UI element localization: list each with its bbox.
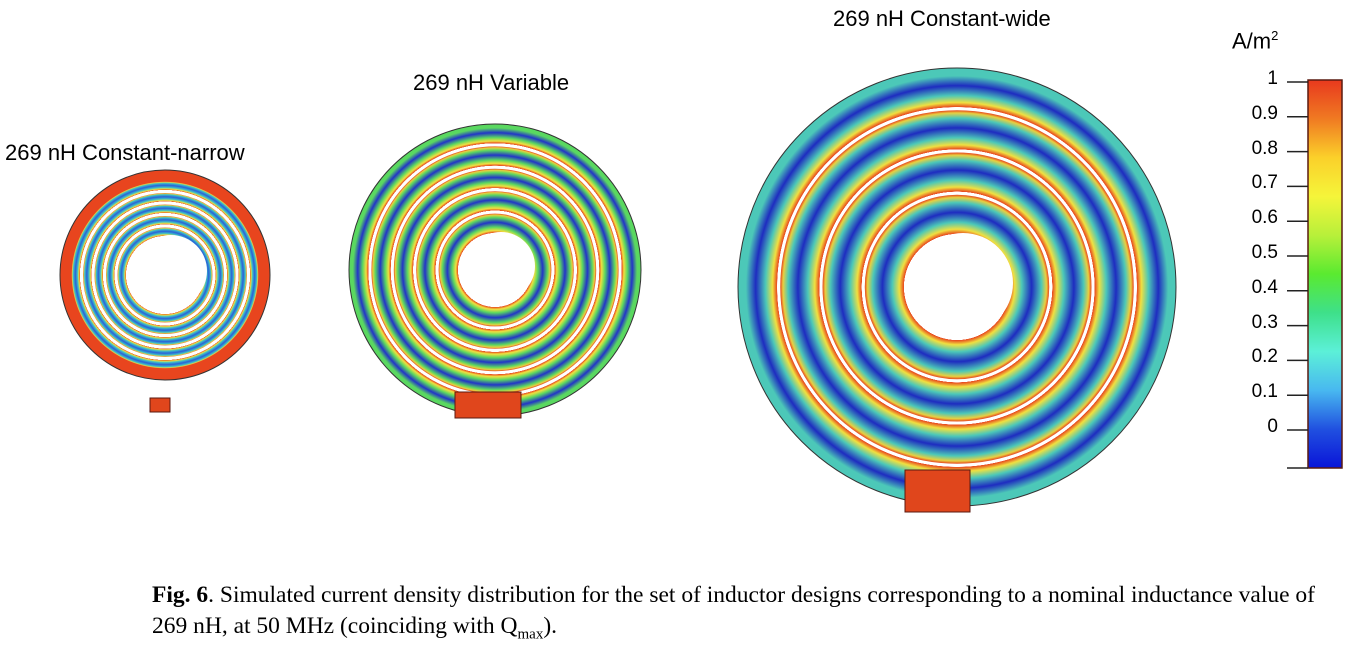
colorbar-tick-label: 0.4 (1251, 276, 1278, 298)
spiral-center-hole (913, 233, 1013, 333)
colorbar-tick-label: 0.8 (1251, 137, 1278, 159)
colorbar-unit: A/m2 (1232, 28, 1279, 54)
spiral-variable (348, 123, 642, 419)
spiral-center-hole (467, 232, 535, 300)
caption-text: . Simulated current density distribution… (152, 582, 1315, 639)
figure-caption: Fig. 6. Simulated current density distri… (152, 582, 1315, 643)
panel-title-constant-narrow: 269 nH Constant-narrow (5, 140, 245, 165)
colorbar-tick-label: 0.6 (1251, 207, 1278, 229)
colorbar (1307, 79, 1343, 469)
spiral-constant-wide (737, 67, 1177, 513)
spiral-terminal (454, 391, 522, 419)
colorbar-tick-label: 0.7 (1251, 172, 1278, 194)
spiral-terminal (149, 397, 171, 413)
colorbar-tick-label: 0.5 (1251, 242, 1278, 263)
spiral-terminal (904, 469, 971, 513)
colorbar-tick-label: 0.9 (1251, 102, 1278, 124)
colorbar-tick-label: 0 (1267, 416, 1278, 437)
panel-title-constant-wide: 269 nH Constant-wide (833, 6, 1051, 31)
spiral-center-hole (135, 235, 207, 307)
spiral-constant-narrow (59, 169, 271, 413)
colorbar-tick-label: 0.1 (1251, 381, 1278, 403)
colorbar-tick-label: 0.3 (1251, 311, 1278, 333)
colorbar-tick-label: 1 (1267, 68, 1278, 89)
colorbar-tick-label: 0.2 (1251, 346, 1278, 368)
panel-title-variable: 269 nH Variable (413, 70, 570, 95)
caption-label: Fig. 6 (152, 582, 209, 608)
